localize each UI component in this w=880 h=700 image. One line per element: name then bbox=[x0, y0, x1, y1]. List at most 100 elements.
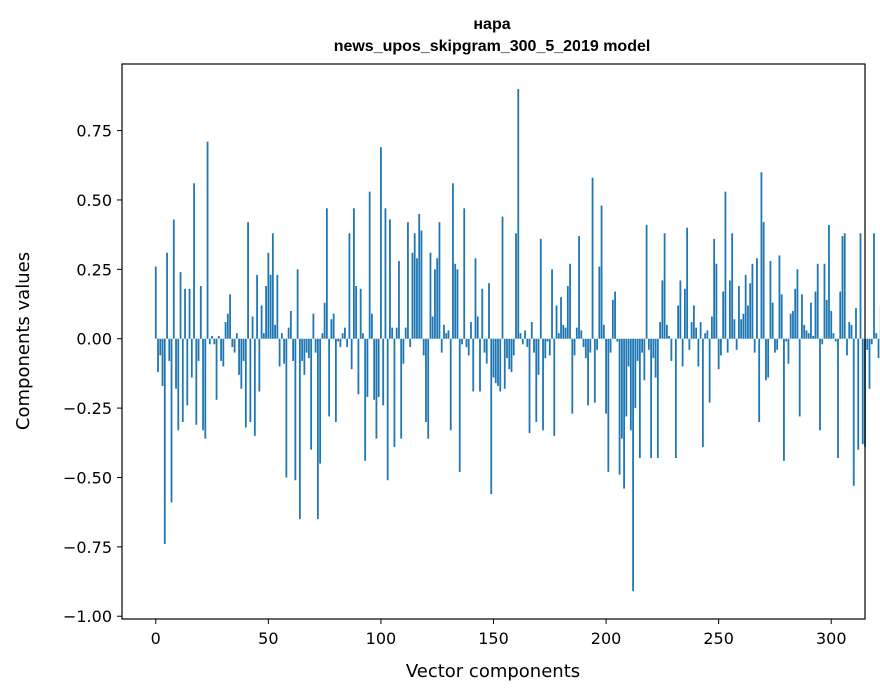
bar bbox=[592, 178, 594, 339]
bar bbox=[416, 258, 418, 338]
bar bbox=[324, 303, 326, 339]
bar bbox=[677, 305, 679, 338]
bar bbox=[812, 336, 814, 339]
bar bbox=[540, 239, 542, 339]
bar bbox=[551, 269, 553, 338]
y-tick-label: −0.50 bbox=[63, 468, 112, 487]
bar bbox=[857, 339, 859, 450]
bar bbox=[657, 339, 659, 458]
y-tick-label: 0.75 bbox=[76, 122, 112, 141]
bar bbox=[186, 339, 188, 406]
bar bbox=[862, 339, 864, 444]
bar bbox=[499, 339, 501, 392]
bar bbox=[801, 294, 803, 338]
bar bbox=[207, 142, 209, 339]
bar bbox=[439, 222, 441, 339]
bar bbox=[459, 339, 461, 472]
bar bbox=[828, 225, 830, 339]
bar bbox=[522, 339, 524, 345]
bar bbox=[391, 328, 393, 339]
bar bbox=[405, 328, 407, 339]
bar bbox=[299, 339, 301, 519]
bar bbox=[472, 339, 474, 392]
bar bbox=[382, 339, 384, 406]
bar bbox=[878, 339, 880, 358]
bar bbox=[335, 339, 337, 422]
bar bbox=[713, 239, 715, 339]
bar bbox=[517, 89, 519, 339]
bar bbox=[463, 208, 465, 338]
bar bbox=[159, 339, 161, 356]
bar bbox=[240, 339, 242, 389]
bar bbox=[238, 339, 240, 375]
bar bbox=[430, 253, 432, 339]
bar bbox=[180, 272, 182, 339]
bar bbox=[321, 333, 323, 339]
bar bbox=[569, 264, 571, 339]
bar bbox=[333, 314, 335, 339]
bar bbox=[792, 311, 794, 339]
bar bbox=[204, 339, 206, 439]
bar bbox=[774, 339, 776, 353]
bar bbox=[168, 339, 170, 361]
bar bbox=[571, 339, 573, 414]
bar bbox=[452, 183, 454, 338]
bar bbox=[254, 339, 256, 436]
bar bbox=[637, 339, 639, 361]
bar bbox=[560, 297, 562, 339]
bar bbox=[567, 286, 569, 339]
bar bbox=[342, 333, 344, 339]
bar bbox=[871, 339, 873, 345]
y-tick-label: −1.00 bbox=[63, 607, 112, 626]
bar bbox=[553, 339, 555, 436]
bar bbox=[272, 233, 274, 338]
bar bbox=[315, 339, 317, 353]
bar bbox=[189, 289, 191, 339]
bar bbox=[425, 339, 427, 422]
bar bbox=[756, 258, 758, 338]
bar bbox=[535, 339, 537, 422]
x-tick-label: 300 bbox=[816, 629, 847, 648]
bar bbox=[202, 339, 204, 431]
bar bbox=[481, 289, 483, 339]
bar bbox=[675, 339, 677, 458]
bar bbox=[875, 333, 877, 339]
bar bbox=[218, 336, 220, 339]
bar bbox=[466, 339, 468, 347]
bar bbox=[267, 253, 269, 339]
bar bbox=[407, 222, 409, 339]
bar bbox=[819, 339, 821, 431]
y-tick-label: 0.00 bbox=[76, 330, 112, 349]
bar bbox=[808, 333, 810, 339]
bar bbox=[583, 339, 585, 347]
bar bbox=[641, 339, 643, 353]
bar bbox=[155, 267, 157, 339]
bar bbox=[360, 289, 362, 339]
bar bbox=[632, 339, 634, 592]
bar bbox=[443, 325, 445, 339]
bar bbox=[524, 330, 526, 338]
bar bbox=[830, 311, 832, 339]
bar bbox=[166, 253, 168, 339]
bar bbox=[738, 286, 740, 339]
bar bbox=[216, 339, 218, 400]
bar bbox=[670, 339, 672, 361]
bar bbox=[598, 267, 600, 339]
bar bbox=[157, 339, 159, 372]
bar bbox=[495, 339, 497, 383]
bar bbox=[695, 328, 697, 339]
bar bbox=[772, 303, 774, 339]
bar bbox=[191, 339, 193, 378]
bar bbox=[679, 280, 681, 338]
bar bbox=[661, 280, 663, 338]
bar bbox=[380, 147, 382, 338]
bar bbox=[281, 333, 283, 339]
bar bbox=[258, 339, 260, 392]
bar bbox=[506, 339, 508, 358]
bar bbox=[270, 275, 272, 339]
bar bbox=[317, 339, 319, 519]
bar bbox=[162, 339, 164, 386]
bar bbox=[461, 339, 463, 345]
bar bbox=[693, 305, 695, 338]
bar bbox=[398, 261, 400, 339]
